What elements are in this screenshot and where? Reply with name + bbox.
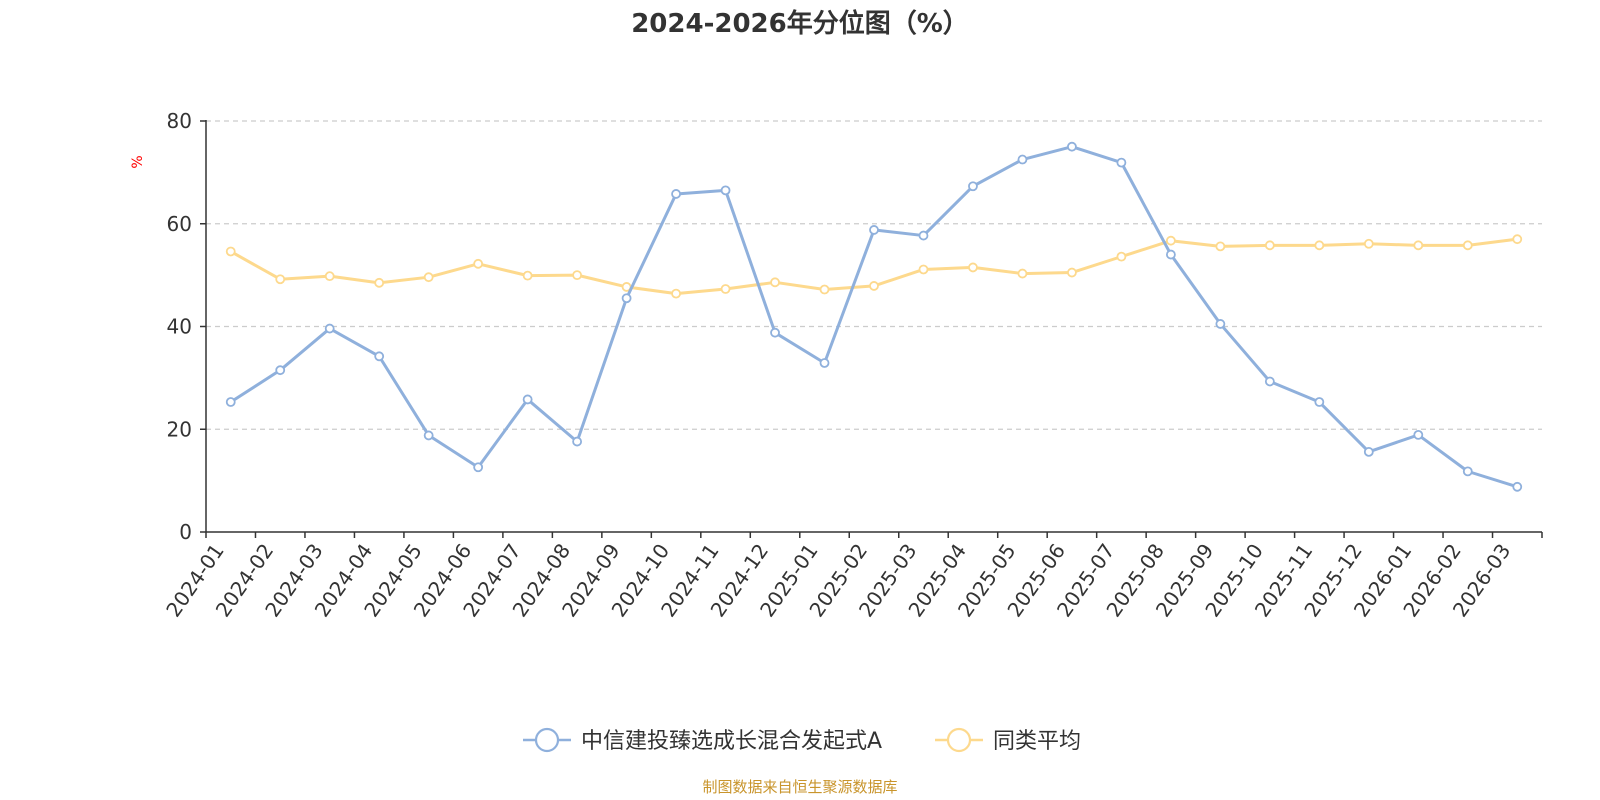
data-point[interactable] [869, 225, 879, 235]
data-point[interactable] [1314, 397, 1325, 407]
data-point[interactable] [770, 277, 780, 288]
data-point[interactable] [1116, 251, 1127, 262]
data-point[interactable] [1215, 241, 1226, 252]
data-source-note: 制图数据来自恒生聚源数据库 [702, 778, 897, 796]
data-point[interactable] [1165, 235, 1176, 246]
data-point[interactable] [968, 262, 978, 273]
data-point[interactable] [819, 284, 830, 295]
data-point[interactable] [1314, 240, 1325, 251]
data-point[interactable] [473, 462, 484, 473]
data-point[interactable] [522, 394, 533, 405]
y-axis-label: % [130, 155, 146, 168]
y-ticks: 0 20 40 60 80 [167, 109, 206, 544]
chart-title: 2024-2026年分位图（%） [631, 8, 969, 39]
data-point[interactable] [1067, 141, 1077, 152]
data-point[interactable] [869, 281, 879, 291]
data-point[interactable] [225, 397, 236, 407]
x-ticks: 2024-012024-022024-032024-042024-052024-… [161, 532, 1543, 621]
data-point[interactable] [275, 365, 286, 376]
data-point[interactable] [621, 293, 632, 304]
data-point[interactable] [1462, 240, 1473, 251]
data-point[interactable] [423, 272, 434, 283]
y-tick-label: 80 [167, 109, 192, 133]
grid-lines [206, 120, 1542, 430]
data-point[interactable] [572, 270, 583, 281]
data-point[interactable] [275, 274, 286, 285]
data-point[interactable] [918, 230, 929, 241]
legend-marker-icon [534, 727, 560, 753]
data-point[interactable] [1363, 238, 1374, 249]
legend-marker-icon [946, 727, 972, 753]
data-point[interactable] [720, 284, 731, 294]
series-2 [225, 234, 1523, 299]
data-point[interactable] [1017, 154, 1028, 165]
data-point[interactable] [1363, 446, 1374, 457]
data-point[interactable] [473, 258, 484, 269]
data-point[interactable] [1116, 157, 1127, 168]
y-tick-label: 0 [179, 520, 192, 544]
data-point[interactable] [1264, 376, 1275, 387]
data-point[interactable] [770, 327, 780, 338]
data-point[interactable] [324, 271, 335, 282]
data-point[interactable] [1512, 234, 1523, 245]
legend-label: 中信建投臻选成长混合发起式A [581, 729, 882, 754]
data-point[interactable] [968, 181, 978, 192]
series-1 [225, 141, 1523, 492]
data-point[interactable] [522, 270, 533, 281]
series-line [229, 145, 1518, 489]
data-point[interactable] [1413, 240, 1424, 251]
y-tick-label: 40 [167, 315, 192, 339]
data-point[interactable] [1462, 466, 1473, 477]
data-point[interactable] [1067, 267, 1077, 278]
data-point[interactable] [1413, 430, 1424, 440]
data-point[interactable] [720, 185, 731, 196]
legend[interactable]: 中信建投臻选成长混合发起式A 同类平均 [523, 727, 1081, 754]
data-point[interactable] [671, 189, 681, 199]
legend-label: 同类平均 [993, 729, 1081, 754]
data-point[interactable] [819, 358, 830, 368]
data-point[interactable] [572, 436, 583, 447]
legend-item-2[interactable]: 同类平均 [935, 727, 1081, 754]
data-point[interactable] [671, 288, 681, 299]
data-point[interactable] [1512, 481, 1523, 492]
data-point[interactable] [1264, 240, 1275, 251]
data-point[interactable] [374, 351, 385, 362]
data-point[interactable] [1017, 268, 1028, 279]
series-group [225, 141, 1523, 492]
data-point[interactable] [423, 430, 434, 441]
data-point[interactable] [324, 323, 335, 334]
data-point[interactable] [1215, 319, 1226, 329]
data-point[interactable] [225, 246, 236, 257]
y-tick-label: 60 [167, 212, 192, 236]
data-point[interactable] [1165, 249, 1176, 260]
y-tick-label: 20 [167, 417, 192, 441]
legend-item-1[interactable]: 中信建投臻选成长混合发起式A [523, 727, 882, 754]
data-point[interactable] [918, 264, 929, 275]
data-point[interactable] [374, 277, 385, 288]
